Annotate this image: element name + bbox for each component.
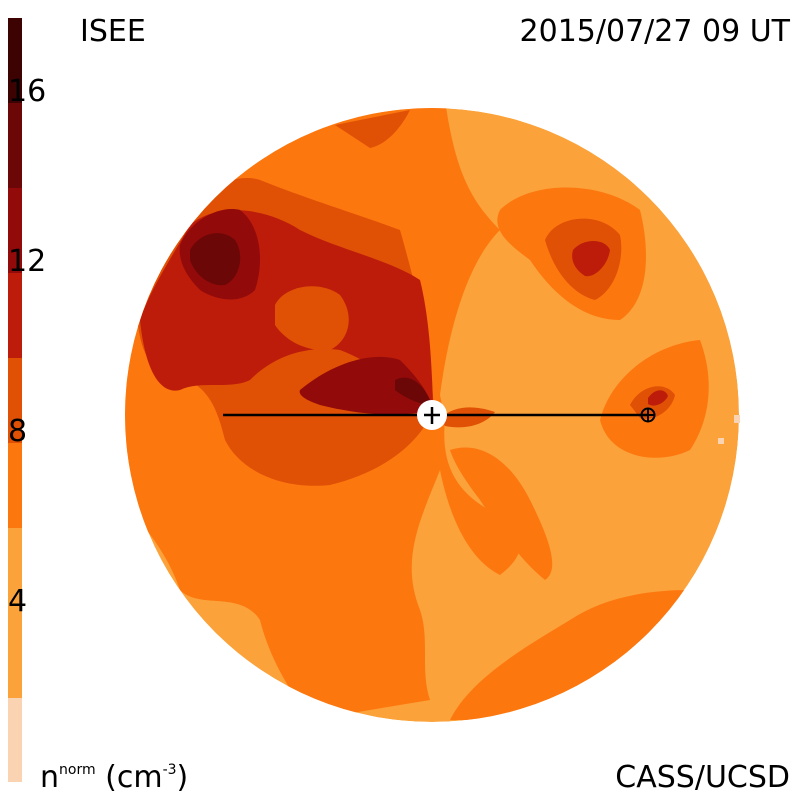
organization-label: ISEE [80,14,146,49]
colorbar [8,18,22,782]
colorbar-tick-label: 4 [8,584,28,619]
colorbar-band-1 [8,698,22,782]
unit-open: (cm [95,760,163,795]
colorbar-tick-label: 16 [8,74,47,109]
colorbar-band-6 [8,188,22,273]
quantity-superscript: norm [59,762,96,778]
colorbar-band-7 [8,103,22,188]
density-region-level4-north [335,110,410,148]
earth-circle-cross-marker [640,407,656,423]
limb-artifact [734,415,740,423]
timestamp-label: 2015/07/27 09 UT [519,14,790,49]
colorbar-band-3 [8,443,22,528]
density-region-level7-sunward [395,377,432,405]
unit-close: ) [176,760,189,795]
density-region-level4-center [440,407,495,428]
density-region-inner-pocket [275,286,349,351]
colorbar-tick-label: 8 [8,414,28,449]
unit-exponent: -3 [162,762,177,778]
colorbar-unit-label: nnorm (cm-3) [40,760,188,795]
colorbar-band-4 [8,358,22,443]
colorbar-band-5 [8,273,22,358]
sun-circle-marker [417,400,447,430]
colorbar-tick-label: 12 [8,244,47,279]
colorbar-band-8 [8,18,22,103]
credit-label: CASS/UCSD [615,760,790,795]
limb-artifact [718,438,724,444]
density-region-level3-southeast [450,447,553,580]
density-region-level7-peak [190,233,241,286]
quantity-symbol: n [40,760,60,795]
colorbar-band-2 [8,528,22,698]
density-region-level6-center [299,356,433,415]
density-region-level5-east [648,390,668,406]
density-region-level5-northeast [572,241,610,277]
